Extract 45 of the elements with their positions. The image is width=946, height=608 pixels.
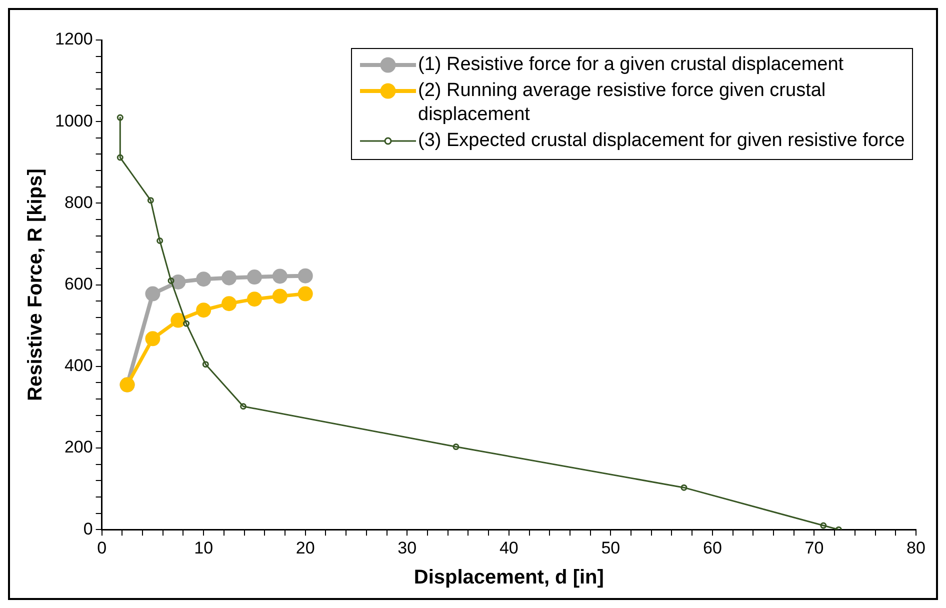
point bbox=[680, 484, 688, 491]
x-tick-label: 60 bbox=[702, 538, 722, 558]
point bbox=[168, 277, 174, 284]
legend-label: (3) Expected crustal displacement for given resistive force bbox=[418, 129, 905, 153]
y-tick-label: 200 bbox=[64, 438, 93, 457]
y-tick-label: 600 bbox=[64, 274, 93, 294]
x-tick-label: 50 bbox=[601, 538, 620, 558]
x-tick-label: 10 bbox=[194, 538, 214, 558]
point bbox=[116, 154, 124, 161]
point bbox=[170, 312, 186, 328]
point bbox=[116, 114, 124, 121]
point bbox=[156, 237, 164, 244]
point bbox=[145, 331, 160, 346]
point bbox=[240, 403, 247, 410]
point bbox=[272, 288, 288, 304]
point bbox=[298, 286, 313, 302]
point bbox=[452, 444, 460, 450]
y-tick-label: 1200 bbox=[54, 30, 93, 49]
x-tick-label: 0 bbox=[97, 538, 107, 558]
x-tick-label: 70 bbox=[804, 538, 824, 558]
point bbox=[272, 268, 288, 284]
point bbox=[246, 292, 262, 307]
point bbox=[246, 270, 262, 285]
point bbox=[222, 270, 237, 286]
point bbox=[196, 272, 212, 287]
point bbox=[202, 361, 209, 368]
x-axis-title: Displacement, d [in] bbox=[414, 566, 604, 589]
y-tick-label: 800 bbox=[64, 192, 93, 212]
point bbox=[147, 197, 154, 204]
point bbox=[820, 522, 827, 529]
y-axis-title: Resistive Force, R [kips] bbox=[24, 168, 47, 401]
y-tick-label: 0 bbox=[83, 519, 93, 538]
point bbox=[196, 302, 212, 318]
legend-label: (2) Running average resistive force given crustal displacement bbox=[418, 79, 827, 127]
y-tick-label: 400 bbox=[64, 356, 93, 376]
x-tick-label: 30 bbox=[398, 538, 417, 558]
x-tick-label: 20 bbox=[296, 538, 315, 558]
y-tick-label: 1000 bbox=[54, 111, 93, 130]
point bbox=[222, 296, 237, 312]
point bbox=[298, 268, 313, 284]
x-tick-label: 40 bbox=[499, 538, 518, 558]
point bbox=[145, 286, 160, 302]
legend-label: (1) Resistive force for a given crustal displacement bbox=[418, 53, 844, 77]
x-tick-label: 80 bbox=[906, 538, 926, 558]
point bbox=[183, 320, 190, 327]
